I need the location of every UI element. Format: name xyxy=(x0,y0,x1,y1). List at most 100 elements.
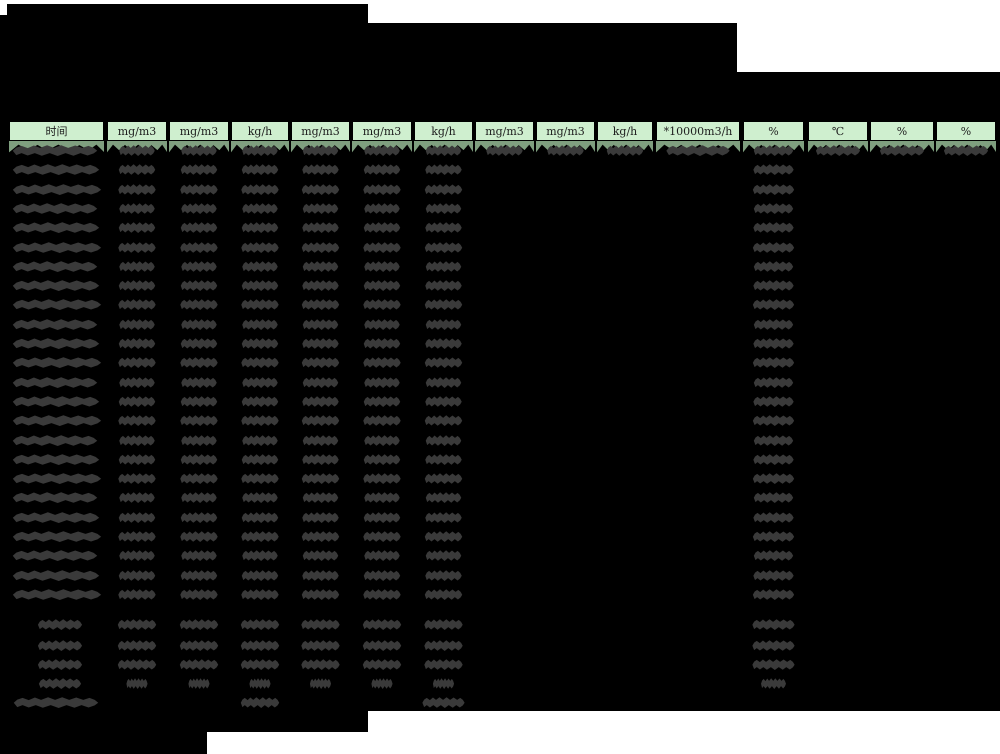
redacted-value xyxy=(752,242,795,253)
redacted-value xyxy=(180,338,218,349)
header-cell-unit: mg/m3 xyxy=(475,121,534,141)
redacted-value xyxy=(118,415,156,426)
redacted-value xyxy=(301,640,340,651)
redacted-value xyxy=(302,280,339,291)
redacted-value xyxy=(363,570,401,581)
redacted-value xyxy=(180,415,218,426)
redacted-value xyxy=(753,222,794,233)
redacted-value xyxy=(425,435,462,446)
redacted-value xyxy=(241,242,279,253)
redacted-value xyxy=(117,659,157,670)
redacted-value xyxy=(302,319,339,330)
redacted-value xyxy=(240,697,280,708)
redacted-value xyxy=(180,184,218,195)
redacted-value xyxy=(180,396,218,407)
header-cell-time: 时间 xyxy=(9,121,104,141)
redacted-value xyxy=(753,435,794,446)
redacted-value xyxy=(179,640,219,651)
redacted-value xyxy=(242,377,278,388)
redacted-value xyxy=(425,261,462,272)
redacted-value xyxy=(181,377,217,388)
redacted-datetime xyxy=(12,454,100,465)
redacted-value xyxy=(181,319,217,330)
redacted-datetime xyxy=(12,512,100,523)
redacted-value xyxy=(118,299,156,310)
redacted-value xyxy=(752,184,795,195)
redacted-value xyxy=(242,319,278,330)
redacted-value xyxy=(180,222,218,233)
redacted-value xyxy=(301,415,340,426)
redacted-row-label xyxy=(37,619,83,630)
redacted-datetime xyxy=(12,435,98,446)
redacted-value xyxy=(425,338,462,349)
redacted-value xyxy=(119,261,155,272)
redacted-value xyxy=(943,145,989,156)
redacted-value xyxy=(241,164,279,175)
redacted-value xyxy=(302,492,339,503)
redacted-value xyxy=(425,377,462,388)
redacted-value xyxy=(425,280,462,291)
redacted-value xyxy=(241,589,279,600)
redacted-value xyxy=(752,589,795,600)
redacted-value xyxy=(242,261,278,272)
redacted-value xyxy=(118,570,156,581)
redacted-datetime xyxy=(12,242,102,253)
redacted-value xyxy=(363,242,401,253)
redacted-value xyxy=(126,678,148,689)
redacted-value xyxy=(180,589,218,600)
redacted-value xyxy=(117,619,157,630)
white-region xyxy=(207,732,368,754)
redacted-value xyxy=(425,570,462,581)
redacted-value xyxy=(753,492,794,503)
redacted-value xyxy=(181,435,217,446)
redacted-datetime xyxy=(12,261,98,272)
redacted-datetime xyxy=(12,203,98,214)
redacted-datetime xyxy=(12,396,100,407)
redacted-value xyxy=(180,570,218,581)
redacted-value xyxy=(752,415,795,426)
redacted-value xyxy=(302,550,339,561)
redacted-value xyxy=(242,203,278,214)
redacted-value xyxy=(752,531,795,542)
header-cell-unit: *10000m3/h xyxy=(656,121,740,141)
redacted-value xyxy=(302,338,339,349)
redacted-value xyxy=(241,531,279,542)
redacted-value xyxy=(815,145,861,156)
redacted-value xyxy=(180,280,218,291)
redacted-value xyxy=(424,415,463,426)
redacted-value xyxy=(301,473,340,484)
redacted-value xyxy=(362,659,402,670)
redacted-datetime xyxy=(12,492,98,503)
redacted-value xyxy=(181,261,217,272)
redacted-value xyxy=(118,454,156,465)
redacted-value xyxy=(424,589,463,600)
redacted-value xyxy=(425,319,462,330)
redacted-value xyxy=(753,280,794,291)
redacted-value xyxy=(606,145,644,156)
redacted-value xyxy=(119,377,155,388)
redacted-value xyxy=(241,184,279,195)
redacted-value xyxy=(119,145,155,156)
redacted-value xyxy=(301,531,340,542)
header-cell-unit: mg/m3 xyxy=(169,121,229,141)
redacted-value xyxy=(752,357,795,368)
redacted-value xyxy=(119,550,155,561)
redacted-value xyxy=(753,319,794,330)
redacted-value xyxy=(425,222,462,233)
redacted-value xyxy=(424,299,463,310)
redacted-value xyxy=(179,659,219,670)
redacted-value xyxy=(241,396,279,407)
redacted-value xyxy=(363,531,401,542)
redacted-datetime xyxy=(12,357,102,368)
redacted-value xyxy=(117,640,157,651)
redacted-value xyxy=(753,164,794,175)
redacted-value xyxy=(363,357,401,368)
redacted-value xyxy=(180,531,218,542)
redacted-value xyxy=(118,473,156,484)
redacted-value xyxy=(118,357,156,368)
redacted-value xyxy=(302,512,339,523)
redacted-value xyxy=(364,145,400,156)
redacted-value xyxy=(118,396,156,407)
redacted-value xyxy=(241,512,279,523)
